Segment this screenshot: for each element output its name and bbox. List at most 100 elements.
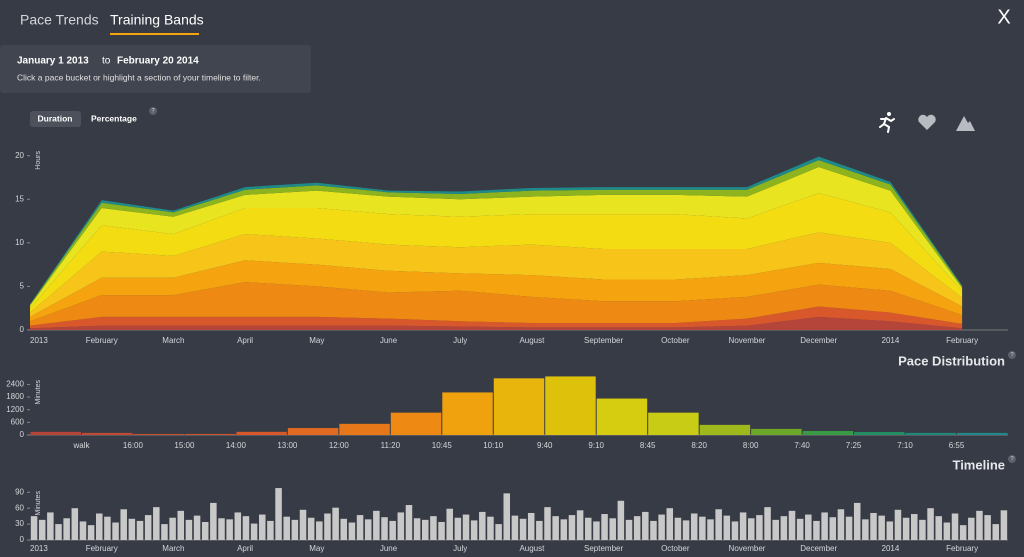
bar[interactable] bbox=[307, 517, 315, 540]
bar[interactable] bbox=[462, 514, 470, 540]
bar[interactable] bbox=[332, 507, 339, 540]
bar[interactable] bbox=[596, 398, 648, 435]
bar[interactable] bbox=[853, 502, 861, 540]
bar[interactable] bbox=[405, 505, 413, 540]
bar[interactable] bbox=[259, 514, 266, 540]
bar[interactable] bbox=[902, 517, 910, 540]
bar[interactable] bbox=[911, 514, 918, 540]
bar[interactable] bbox=[666, 508, 674, 540]
bar[interactable] bbox=[699, 516, 706, 540]
bar[interactable] bbox=[422, 519, 429, 540]
bar[interactable] bbox=[177, 510, 185, 540]
bar[interactable] bbox=[813, 520, 820, 540]
help-icon[interactable] bbox=[149, 107, 157, 115]
help-icon[interactable] bbox=[1008, 351, 1016, 359]
bar[interactable] bbox=[788, 510, 796, 540]
bar[interactable] bbox=[862, 519, 869, 540]
bar[interactable] bbox=[470, 520, 478, 540]
bar[interactable] bbox=[479, 511, 486, 540]
bar[interactable] bbox=[267, 520, 274, 540]
bar[interactable] bbox=[796, 518, 804, 540]
bar[interactable] bbox=[805, 514, 812, 540]
bar[interactable] bbox=[617, 500, 625, 540]
bar[interactable] bbox=[373, 510, 380, 540]
bar[interactable] bbox=[585, 517, 592, 540]
bar[interactable] bbox=[951, 513, 959, 541]
close-button[interactable]: X bbox=[997, 6, 1010, 28]
bar[interactable] bbox=[748, 518, 755, 540]
bar[interactable] bbox=[878, 515, 885, 540]
bar[interactable] bbox=[316, 521, 323, 540]
bar[interactable] bbox=[356, 515, 364, 540]
bar[interactable] bbox=[905, 432, 957, 435]
bar[interactable] bbox=[133, 433, 184, 435]
bar[interactable] bbox=[682, 520, 690, 540]
bar[interactable] bbox=[381, 517, 388, 540]
heart-icon[interactable] bbox=[918, 114, 936, 130]
bar[interactable] bbox=[992, 524, 1000, 540]
bar[interactable] bbox=[495, 524, 502, 540]
bar[interactable] bbox=[81, 432, 133, 435]
bar[interactable] bbox=[242, 516, 250, 540]
bar[interactable] bbox=[161, 524, 168, 540]
help-icon[interactable] bbox=[1008, 455, 1016, 463]
bar[interactable] bbox=[751, 428, 802, 435]
bar[interactable] bbox=[633, 516, 641, 540]
bar[interactable] bbox=[609, 518, 616, 540]
bar[interactable] bbox=[413, 518, 421, 540]
bar[interactable] bbox=[236, 431, 287, 435]
bar[interactable] bbox=[47, 512, 54, 540]
bar[interactable] bbox=[210, 502, 217, 540]
bar[interactable] bbox=[169, 517, 176, 540]
bar[interactable] bbox=[287, 428, 339, 435]
bar[interactable] bbox=[821, 512, 828, 540]
bar[interactable] bbox=[642, 511, 649, 540]
bar[interactable] bbox=[442, 392, 493, 435]
bar[interactable] bbox=[79, 521, 87, 540]
bar[interactable] bbox=[324, 513, 331, 541]
bar[interactable] bbox=[650, 520, 657, 540]
toggle-percentage[interactable]: Percentage bbox=[91, 113, 137, 123]
bar[interactable] bbox=[927, 508, 934, 540]
bar[interactable] bbox=[71, 508, 79, 540]
bar[interactable] bbox=[348, 522, 356, 540]
bar[interactable] bbox=[560, 519, 568, 540]
bar[interactable] bbox=[30, 431, 81, 435]
bar[interactable] bbox=[802, 430, 854, 435]
bar[interactable] bbox=[699, 424, 751, 435]
bar[interactable] bbox=[454, 517, 462, 540]
bar[interactable] bbox=[104, 516, 111, 540]
toggle-duration[interactable]: Duration bbox=[38, 113, 73, 123]
bar[interactable] bbox=[55, 524, 62, 540]
bar[interactable] bbox=[780, 516, 788, 540]
bar[interactable] bbox=[128, 518, 136, 540]
bar[interactable] bbox=[527, 512, 535, 540]
bar[interactable] bbox=[38, 519, 46, 540]
bar[interactable] bbox=[959, 525, 967, 540]
bar[interactable] bbox=[756, 515, 763, 540]
bar[interactable] bbox=[731, 521, 739, 540]
bar[interactable] bbox=[837, 509, 845, 540]
bar[interactable] bbox=[568, 515, 576, 540]
bar[interactable] bbox=[919, 519, 926, 540]
bar[interactable] bbox=[593, 521, 600, 540]
bar[interactable] bbox=[299, 509, 307, 540]
bar[interactable] bbox=[544, 507, 551, 540]
tab-active[interactable]: Training Bands bbox=[110, 12, 204, 28]
bar[interactable] bbox=[723, 515, 731, 540]
bar[interactable] bbox=[870, 512, 877, 540]
bar[interactable] bbox=[283, 516, 290, 540]
bar[interactable] bbox=[291, 519, 299, 540]
bar[interactable] bbox=[536, 520, 543, 540]
bar[interactable] bbox=[487, 516, 494, 540]
bar[interactable] bbox=[87, 525, 95, 540]
runner-icon[interactable] bbox=[879, 112, 895, 133]
bar[interactable] bbox=[854, 432, 905, 435]
bar[interactable] bbox=[886, 521, 894, 540]
bar[interactable] bbox=[957, 432, 1008, 435]
bar[interactable] bbox=[144, 515, 152, 540]
bar[interactable] bbox=[96, 513, 103, 541]
bar[interactable] bbox=[503, 493, 511, 540]
bar[interactable] bbox=[184, 433, 236, 435]
bar[interactable] bbox=[63, 518, 70, 540]
